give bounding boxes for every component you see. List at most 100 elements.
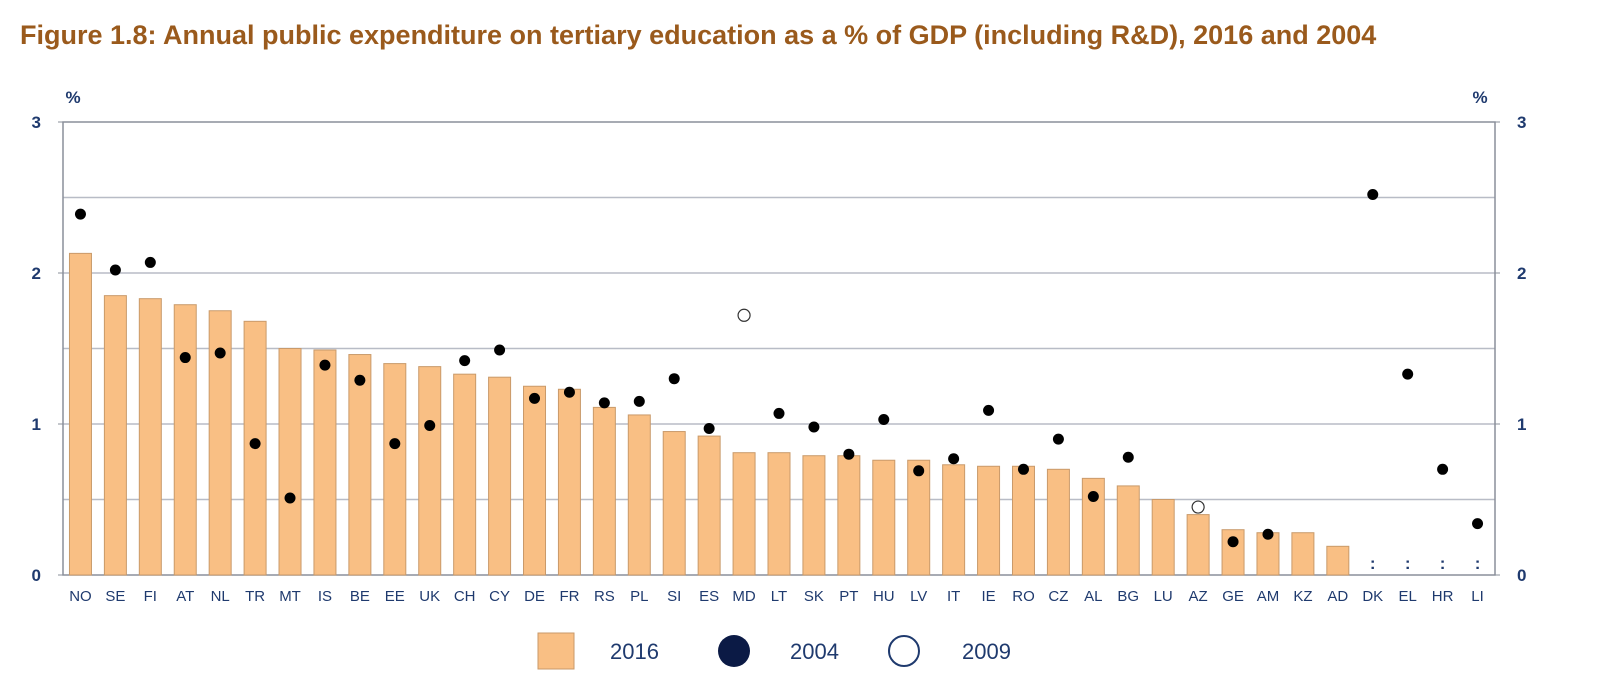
x-tick-label: LT [771, 588, 787, 605]
missing-marker: : [1440, 554, 1446, 573]
dot-2004 [1087, 490, 1099, 502]
dot-2004 [179, 352, 191, 364]
legend-swatch-2016 [537, 632, 575, 670]
dot-2004 [459, 355, 471, 367]
x-tick-label: SI [667, 588, 681, 605]
x-tick-label: HU [873, 588, 895, 605]
x-tick-label: CZ [1048, 588, 1068, 605]
x-tick-label: LU [1154, 588, 1173, 605]
x-tick-label: NL [211, 588, 230, 605]
bar-2016 [68, 252, 92, 576]
bar-2016 [383, 363, 407, 576]
dot-2004 [389, 438, 401, 450]
x-tick-label: AM [1257, 588, 1280, 605]
missing-marker: : [1370, 554, 1376, 573]
bar-2016 [453, 373, 477, 576]
y-tick-left: 3 [32, 113, 41, 132]
x-tick-label: PL [630, 588, 648, 605]
dot-2004 [808, 421, 820, 433]
bar-2016 [732, 452, 756, 576]
bar-2016 [418, 366, 442, 576]
dot-2004 [1052, 433, 1064, 445]
x-tick-label: RS [594, 588, 615, 605]
x-tick-label: NO [69, 588, 92, 605]
legend-label-2016: 2016 [610, 639, 659, 664]
bar-2016 [662, 431, 686, 576]
x-tick-label: AL [1084, 588, 1102, 605]
bar-2016 [348, 354, 372, 576]
x-tick-label: ES [699, 588, 719, 605]
x-tick-label: AD [1327, 588, 1348, 605]
bar-2016 [557, 388, 581, 576]
dot-2004 [494, 344, 506, 356]
bar-2016 [837, 455, 861, 576]
dot-2004 [144, 256, 156, 268]
dot-2004 [1017, 463, 1029, 475]
dot-2004 [529, 392, 541, 404]
bar-2016 [1011, 465, 1035, 576]
bar-2016 [1046, 468, 1070, 576]
x-tick-label: PT [839, 588, 858, 605]
bar-2016 [942, 464, 966, 576]
x-tick-label: HR [1432, 588, 1454, 605]
chart-title: Figure 1.8: Annual public expenditure on… [20, 20, 1377, 50]
bar-2016 [872, 459, 896, 576]
x-tick-label: CH [454, 588, 476, 605]
x-tick-label: RO [1012, 588, 1035, 605]
x-tick-label: TR [245, 588, 265, 605]
x-tick-label: SK [804, 588, 824, 605]
dot-2009 [737, 308, 751, 322]
bar-2016 [313, 349, 337, 576]
dot-2004 [948, 453, 960, 465]
bar-2016 [1221, 529, 1245, 576]
dot-2004 [214, 347, 226, 359]
x-tick-label: MD [732, 588, 755, 605]
bar-2016 [1186, 514, 1210, 576]
x-tick-label: DE [524, 588, 545, 605]
bar-2016 [138, 298, 162, 576]
dot-2004 [424, 420, 436, 432]
x-tick-label: DK [1362, 588, 1383, 605]
y-tick-left: 0 [32, 566, 41, 585]
dot-2004 [703, 423, 715, 435]
dot-2004 [843, 448, 855, 460]
bar-2016 [592, 406, 616, 576]
bar-2016 [278, 348, 302, 576]
bar-2016 [1151, 499, 1175, 576]
x-tick-label: FR [559, 588, 579, 605]
dot-2004 [249, 438, 261, 450]
bar-2016 [208, 310, 232, 576]
dot-2004 [563, 386, 575, 398]
x-tick-label: IT [947, 588, 960, 605]
bar-2016 [1081, 477, 1105, 576]
x-tick-label: UK [419, 588, 440, 605]
legend-swatch-2004 [718, 635, 750, 667]
y-axis-label-right: % [1472, 88, 1487, 107]
x-tick-label: MT [279, 588, 301, 605]
dot-2004 [109, 264, 121, 276]
dot-2004 [598, 397, 610, 409]
bar-2016 [523, 385, 547, 576]
dot-2004 [773, 407, 785, 419]
x-tick-label: LV [910, 588, 927, 605]
missing-marker: : [1405, 554, 1411, 573]
bar-2016 [977, 465, 1001, 576]
dot-2004 [1367, 188, 1379, 200]
dot-2004 [319, 359, 331, 371]
dot-2004 [913, 465, 925, 477]
x-tick-label: GE [1222, 588, 1244, 605]
x-tick-label: IE [981, 588, 995, 605]
x-tick-label: LI [1471, 588, 1484, 605]
bar-2016 [1326, 545, 1350, 576]
y-axis-label-left: % [65, 88, 80, 107]
legend-label-2004: 2004 [790, 639, 839, 664]
bar-2016 [173, 304, 197, 576]
bar-2016 [103, 295, 127, 576]
x-tick-label: IS [318, 588, 332, 605]
x-tick-label: SE [105, 588, 125, 605]
x-tick-label: BE [350, 588, 370, 605]
bar-2016 [1291, 532, 1315, 576]
bar-2016 [802, 455, 826, 576]
x-tick-label: AT [176, 588, 194, 605]
